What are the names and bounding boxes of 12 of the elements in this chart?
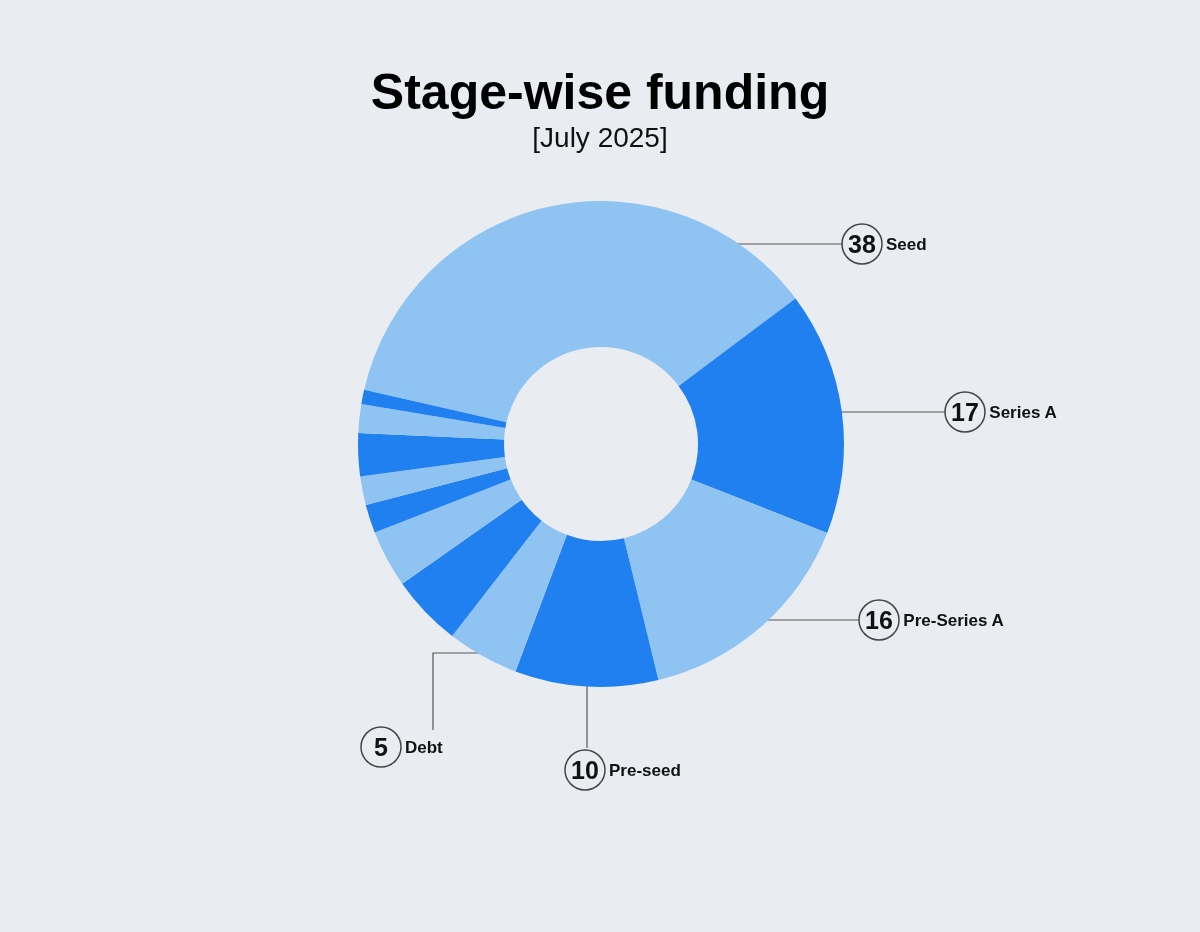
slice-label: Debt [405,737,444,757]
chart-subtitle: [July 2025] [532,121,668,153]
data-label: 38 [848,230,876,258]
slice-label: Pre-seed [609,760,681,780]
slice-label: Pre-Series A [903,610,1004,630]
data-label: 16 [865,606,893,634]
chart-title: Stage-wise funding [370,64,830,120]
slice-label: Seed [886,234,927,254]
slice-label: Series A [989,402,1057,422]
data-label: 17 [951,398,979,426]
data-label: 10 [571,756,599,784]
data-label: 5 [374,733,389,761]
